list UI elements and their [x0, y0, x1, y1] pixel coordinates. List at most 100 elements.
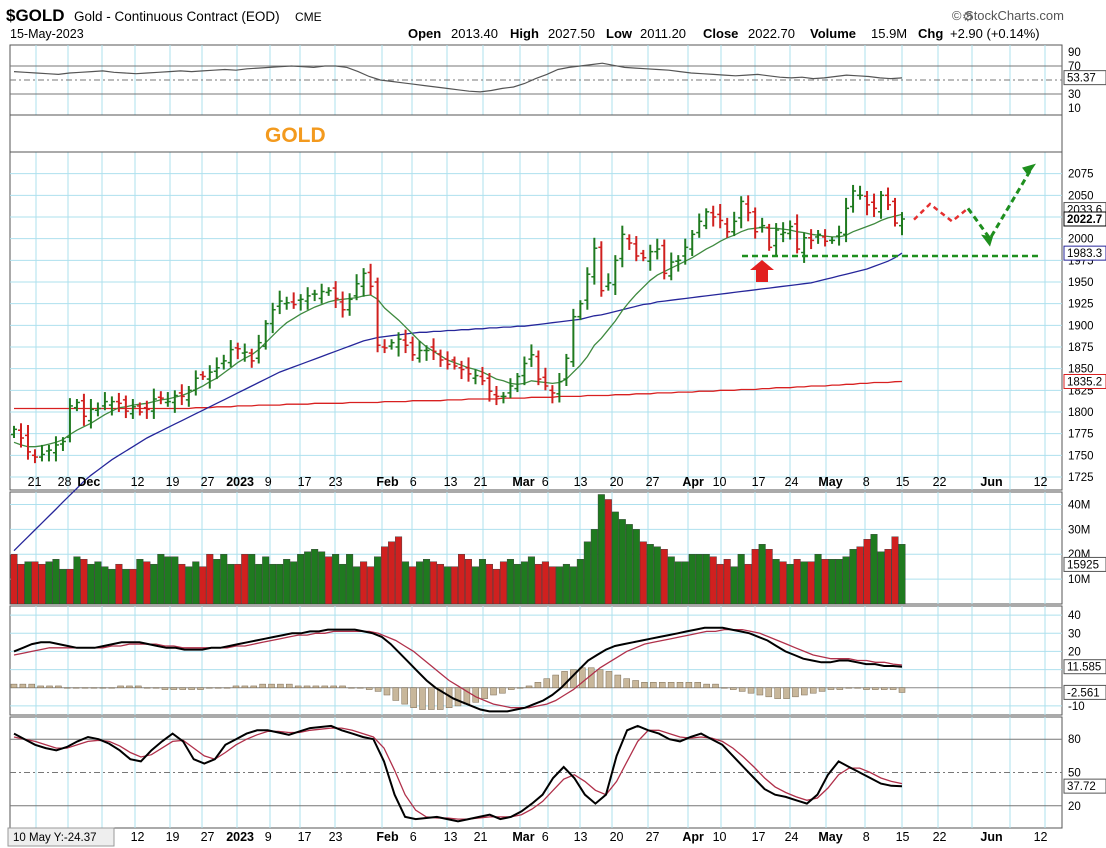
volume-bar [548, 566, 556, 605]
stoch-value-tag [1063, 778, 1106, 794]
xaxis-label-0: 21 [28, 475, 42, 489]
volume-bar [863, 539, 871, 605]
ohlc-bar [507, 378, 514, 399]
volume-bar [157, 554, 165, 605]
volume-bar [702, 554, 710, 605]
rsi-tick-3: 30 [1068, 89, 1081, 101]
volume-bar [478, 559, 486, 605]
ohlc-bar [486, 373, 493, 402]
macd-histogram-bar [135, 685, 142, 689]
volume-bar [262, 556, 270, 605]
ohlc-bar [346, 293, 353, 316]
volume-bar [143, 561, 151, 605]
settings-gear-icon[interactable]: ⚙ [962, 9, 974, 24]
volume-bar [10, 554, 18, 605]
sma-mid-line [13, 252, 903, 552]
volume-bar [765, 549, 773, 605]
volume-bar [723, 559, 731, 605]
ohlc-bar [668, 252, 675, 281]
ohlc-bar [353, 274, 360, 301]
ohlc-bar [136, 402, 143, 416]
ohlc-bar [416, 340, 423, 363]
macd-histogram-bar [339, 685, 346, 689]
volume-bar [457, 554, 465, 605]
volume-bar [136, 559, 144, 605]
xaxis-label-1: 28 [58, 475, 72, 489]
price-tick-0: 2075 [1068, 169, 1094, 181]
volume-bar [800, 561, 808, 605]
price-tick-6: 1925 [1068, 299, 1094, 311]
xaxis-label-22: 24 [785, 475, 799, 489]
macd-histogram-bar [561, 671, 568, 689]
macd-histogram-bar [303, 685, 311, 689]
macd-histogram-bar [72, 687, 80, 689]
ohlc-bar [878, 191, 885, 219]
axis-layer: 907050301053.372075205020252000197519501… [28, 47, 1106, 844]
ohlc-bar [605, 273, 612, 291]
vol-value-tag [1063, 556, 1106, 572]
macd-histogram-bar [552, 674, 559, 688]
ohlc-bar [311, 289, 318, 302]
xaxis-label-18: 27 [646, 475, 660, 489]
ohlc-bar [472, 369, 479, 385]
ohlc-bar [367, 263, 374, 295]
bottom-xaxis-label-20: May [818, 830, 842, 844]
volume-bar [164, 556, 172, 605]
volume-bar [304, 551, 312, 605]
macd-histogram-bar [46, 685, 53, 689]
ohlc-bar [542, 367, 549, 391]
volume-bar [87, 563, 95, 605]
bottom-xaxis-label-24: Jun [980, 830, 1002, 844]
bottom-xaxis-label-7: Feb [376, 830, 399, 844]
macd-histogram-bar [676, 682, 684, 688]
bottom-xaxis-label-25: 12 [1034, 830, 1048, 844]
volume-bar [437, 563, 445, 605]
chg-value: +2.90 (+0.14%) [950, 26, 1040, 41]
ohlc-bar [766, 223, 773, 251]
bottom-xaxis-label-23: 22 [933, 830, 947, 844]
macd-tick-0: 40 [1068, 610, 1081, 622]
macd-histogram-bar [410, 687, 417, 708]
bottom-xaxis-label-18: 17 [752, 830, 766, 844]
bottom-xaxis-label-10: 21 [474, 830, 488, 844]
volume-bar [485, 563, 493, 605]
macd-histogram-bar [774, 687, 781, 699]
ohlc-bar [276, 290, 283, 315]
macd-histogram-bar [623, 678, 630, 689]
ohlc-bar [857, 185, 864, 200]
macd-histogram-bar [37, 685, 44, 689]
stoch-tick-2: 20 [1068, 801, 1081, 813]
close-value: 2022.70 [748, 26, 795, 41]
xaxis-label-6: 2023 [226, 475, 254, 489]
macd-histogram-bar [10, 683, 18, 688]
macd-histogram-bar [348, 687, 355, 689]
close-label: Close [703, 26, 738, 41]
xaxis-label-12: 13 [444, 475, 458, 489]
volume-bar [772, 559, 780, 605]
price-tick-14: 1725 [1068, 472, 1094, 484]
macd-histogram-bar [534, 682, 542, 688]
bottom-xaxis-label-21: 8 [863, 830, 870, 844]
volume-bar [751, 549, 759, 605]
macd-histogram-bar [880, 687, 888, 690]
xaxis-label-21: 17 [752, 475, 766, 489]
price-tick-5: 1950 [1068, 277, 1094, 289]
ohlc-bar [570, 308, 577, 367]
ohlc-bar [675, 255, 682, 272]
volume-bar [325, 556, 333, 605]
xaxis-label-5: 27 [201, 475, 215, 489]
macd-histogram-bar [863, 687, 870, 690]
macd-histogram-bar [223, 687, 231, 689]
macd-histogram-bar [898, 687, 906, 693]
macd-histogram-bar [836, 687, 844, 690]
projection-red-path [913, 202, 969, 223]
ohlc-bar [514, 373, 521, 393]
volume-bar [499, 561, 507, 605]
macd-histogram-bar [756, 687, 764, 696]
panel-frame-rsi [9, 44, 1063, 116]
ohlc-bar [157, 391, 164, 405]
stoch-tick-1: 50 [1068, 768, 1081, 780]
ohlc-bar [451, 356, 458, 370]
ohlc-bar [269, 302, 276, 334]
ohlc-bar [899, 212, 905, 236]
